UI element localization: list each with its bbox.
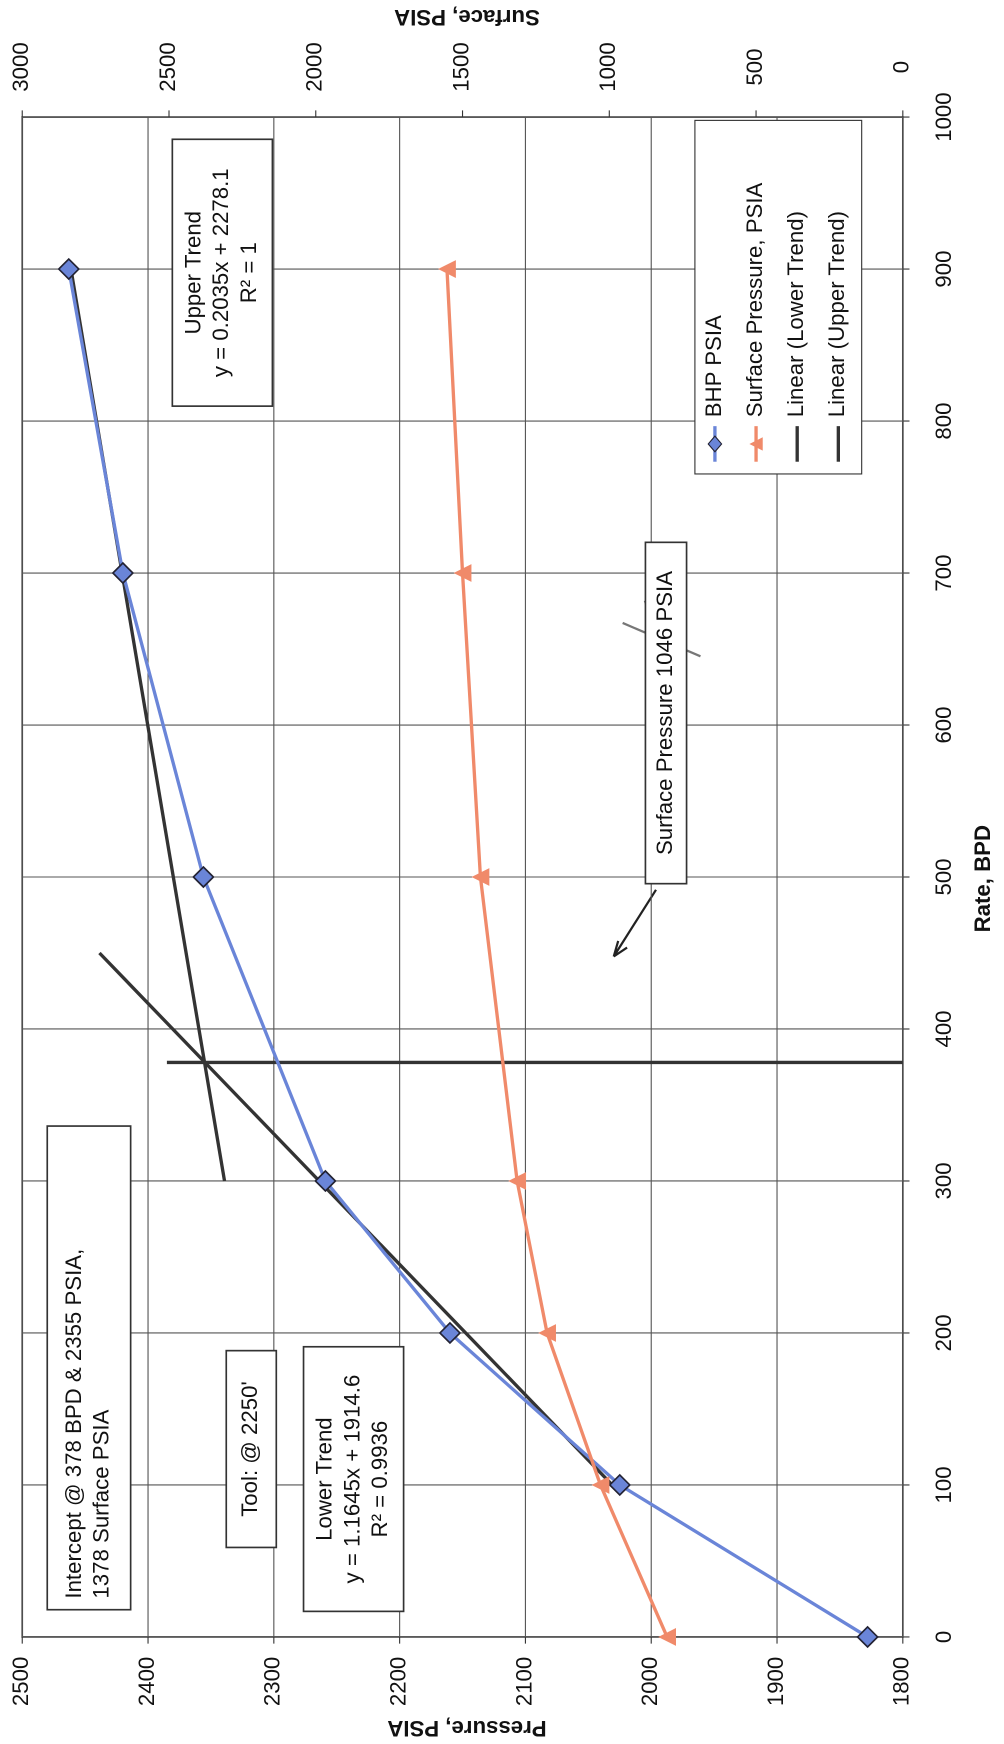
legend-label: Surface Pressure, PSIA [742, 182, 767, 417]
legend [694, 119, 863, 475]
marker [314, 1169, 337, 1193]
marker [471, 868, 490, 886]
annotation-text: Tool: @ 2250' [237, 1381, 262, 1517]
legend-label: Linear (Lower Trend) [783, 211, 808, 417]
y-tick-label: 2500 [8, 1657, 33, 1706]
annotation-box [225, 1349, 278, 1549]
annotation-text: y = 1.1645x + 1914.6 [339, 1375, 364, 1584]
annotation-text: 1378 Surface PSIA [89, 1409, 114, 1598]
annotation-text: R² = 1 [236, 242, 261, 303]
marker [508, 1172, 527, 1190]
x-tick-label: 900 [931, 251, 956, 288]
marker [658, 1628, 677, 1646]
y2-tick-label: 1500 [448, 42, 473, 91]
marker [538, 1324, 556, 1342]
annotation-box [302, 1345, 405, 1613]
legend-label: BHP PSIA [701, 315, 726, 417]
annotation-text: y = 0.2035x + 2278.1 [208, 168, 233, 377]
y-tick-label: 1900 [763, 1657, 788, 1706]
y2-tick-label: 2500 [155, 42, 180, 91]
annotation-box [171, 138, 274, 407]
x-tick-label: 200 [931, 1314, 956, 1351]
annotation-text: Lower Trend [312, 1417, 337, 1541]
x-tick-label: 1000 [931, 92, 956, 141]
legend-marker [749, 437, 763, 451]
y-axis-title: Pressure, PSIA [387, 1716, 546, 1741]
y2-tick-label: 0 [889, 61, 914, 73]
x-tick-label: 500 [931, 858, 956, 895]
y2-axis-title: Surface, PSIA [394, 5, 540, 30]
x-axis-title: Rate, BPD [970, 825, 995, 932]
marker [453, 564, 472, 582]
y-tick-label: 2300 [260, 1657, 285, 1706]
x-tick-label: 0 [931, 1631, 956, 1643]
marker [591, 1476, 610, 1494]
y-tick-label: 2400 [134, 1657, 159, 1706]
x-tick-label: 300 [931, 1162, 956, 1199]
annotation-text: Surface Pressure 1046 PSIA [652, 571, 677, 855]
marker [856, 1625, 879, 1649]
marker [57, 257, 80, 281]
marker [111, 561, 135, 585]
marker [192, 865, 215, 889]
y-tick-label: 2200 [386, 1657, 411, 1706]
x-tick-label: 600 [931, 706, 956, 743]
annotation-text: R² = 0.9936 [367, 1421, 392, 1538]
x-tick-label: 800 [931, 402, 956, 439]
y-tick-label: 2100 [511, 1657, 536, 1706]
annotation-box [644, 541, 688, 885]
legend-label: Linear (Upper Trend) [824, 211, 849, 417]
series-line [445, 268, 669, 1638]
y-tick-label: 2000 [637, 1657, 662, 1706]
legend-marker [707, 435, 723, 453]
annotation-text: Intercept @ 378 BPD & 2355 PSIA, [61, 1249, 86, 1599]
y2-tick-label: 1000 [595, 42, 620, 91]
y-tick-label: 1800 [889, 1657, 914, 1706]
marker [608, 1473, 631, 1497]
annotation-box [46, 1125, 132, 1611]
y2-tick-label: 500 [742, 48, 767, 85]
x-tick-label: 700 [931, 554, 956, 591]
y2-tick-label: 3000 [8, 42, 33, 91]
annotation-text: Upper Trend [180, 211, 205, 335]
marker [438, 260, 456, 278]
x-tick-label: 100 [931, 1466, 956, 1503]
x-tick-label: 400 [931, 1010, 956, 1047]
arrow [612, 889, 657, 958]
y2-tick-label: 2000 [302, 42, 327, 91]
marker [438, 1321, 462, 1345]
